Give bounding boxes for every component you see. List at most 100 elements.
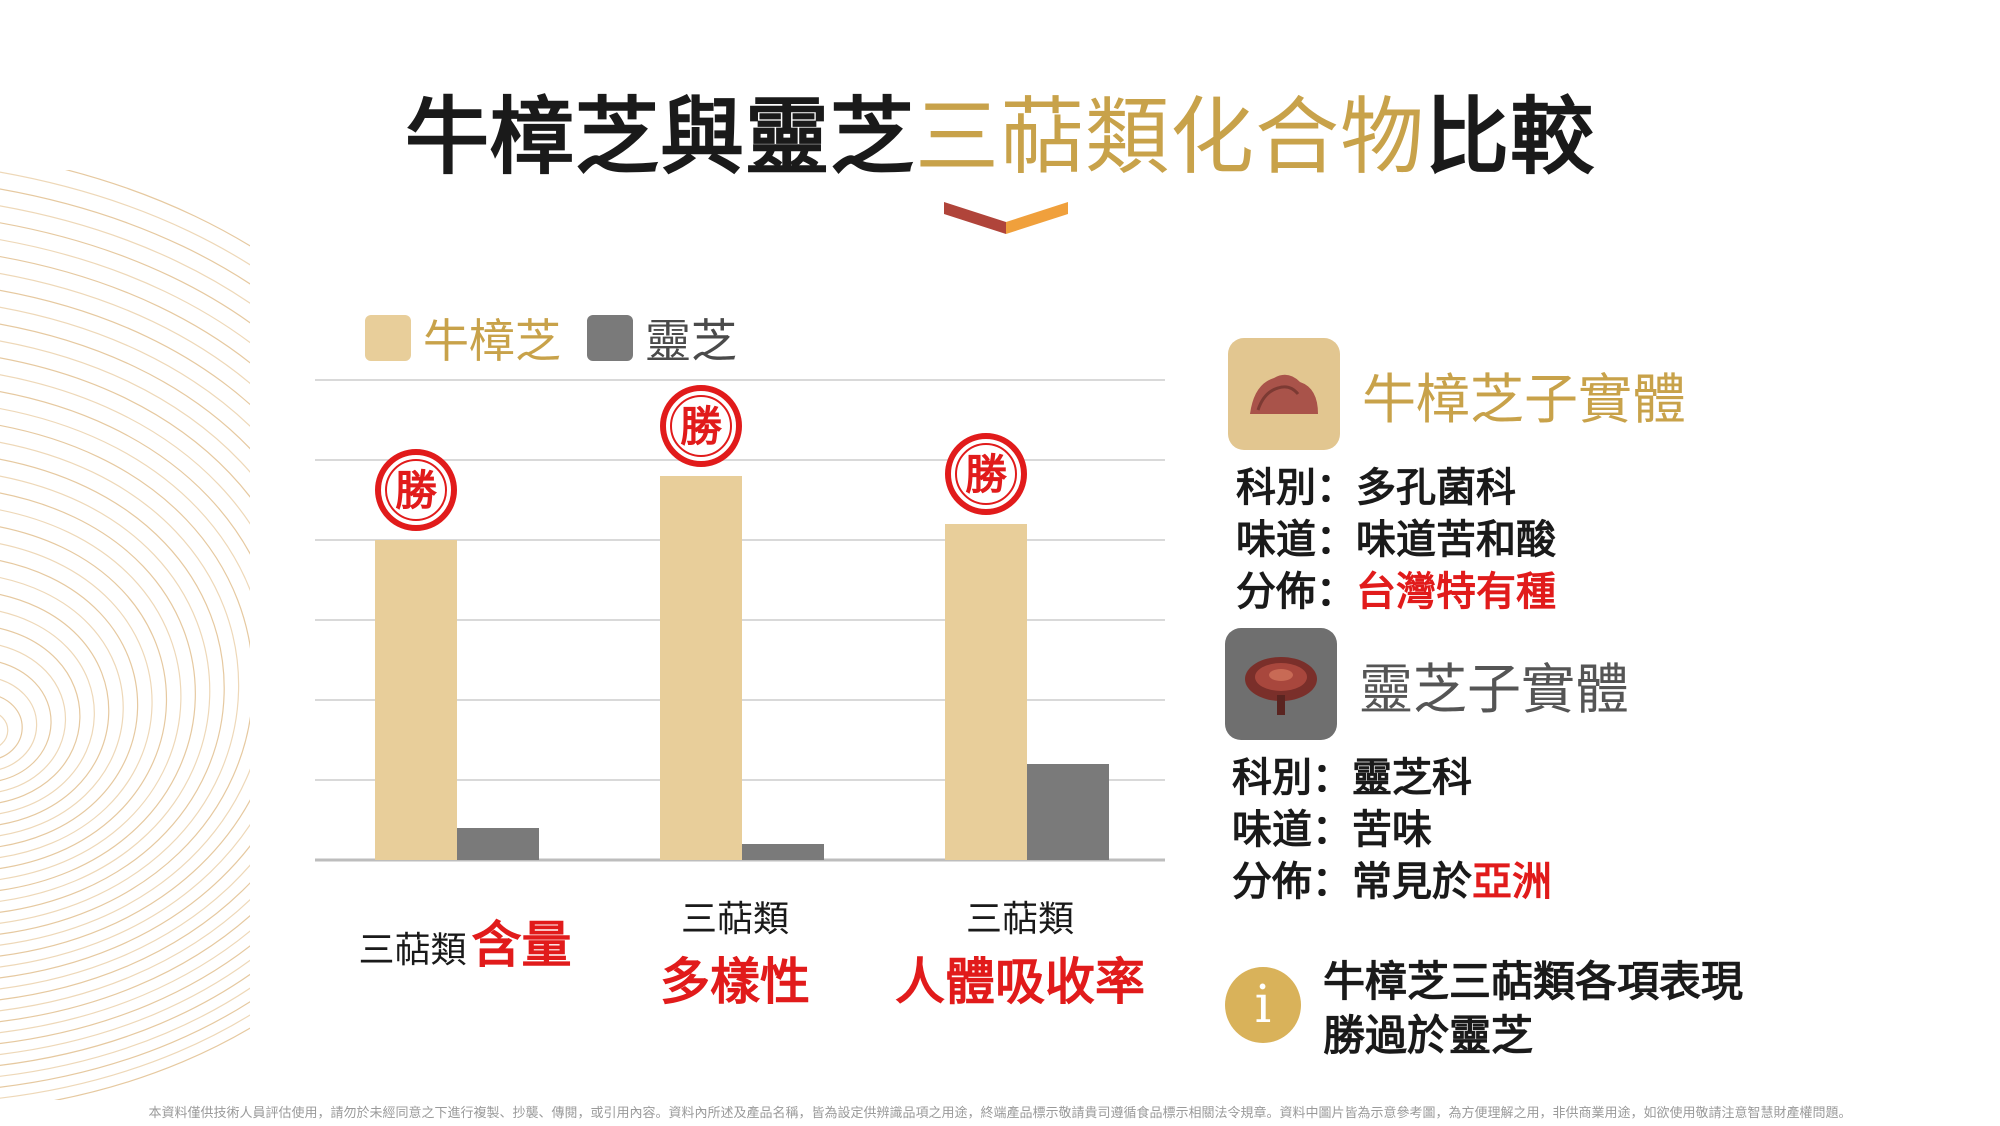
win-stamp-0: 勝 (375, 449, 457, 531)
info-value: 常見於 (1352, 859, 1472, 905)
info-sep: ： (1312, 755, 1352, 801)
info-line-taste: 味道：苦味 (1232, 804, 1552, 856)
wave-line (0, 441, 240, 924)
wave-line (0, 543, 153, 859)
info-line-family: 科別：多孔菌科 (1236, 462, 1556, 514)
info-line-distribution: 分佈：台灣特有種 (1236, 566, 1556, 618)
title-part1: 牛樟芝與靈芝 (404, 88, 915, 186)
win-stamp-1: 勝 (660, 385, 742, 467)
note-text: 牛樟芝三萜類各項表現 勝過於靈芝 (1323, 955, 1743, 1063)
wave-line (0, 239, 250, 1055)
win-stamp-2: 勝 (945, 433, 1027, 515)
wave-line (0, 222, 250, 1066)
wave-line (0, 526, 168, 870)
conclusion-note: i 牛樟芝三萜類各項表現 勝過於靈芝 (1225, 955, 1743, 1063)
win-stamp-label: 勝 (395, 466, 438, 515)
wave-line (0, 391, 250, 957)
wave-line (0, 475, 211, 902)
reishi-mushroom-icon (1225, 628, 1337, 740)
species-info-reishi: 科別：靈芝科 味道：苦味 分佈：常見於亞洲 (1232, 752, 1552, 908)
category-big: 人體吸收率 (895, 953, 1145, 1011)
info-line-taste: 味道：味道苦和酸 (1236, 514, 1556, 566)
info-highlight: 台灣特有種 (1356, 569, 1556, 615)
wave-line (0, 340, 250, 990)
chart-legend: 牛樟芝 靈芝 (365, 308, 763, 368)
wave-line (0, 256, 250, 1045)
info-sep: ： (1312, 807, 1352, 853)
wave-line (0, 627, 81, 804)
wave-line (0, 306, 250, 1012)
wave-line (0, 272, 250, 1034)
wave-line (0, 424, 250, 935)
wave-line (0, 644, 66, 793)
note-line1: 牛樟芝三萜類各項表現 (1323, 957, 1744, 1006)
species-name: 靈芝子實體 (1359, 657, 1629, 721)
category-label-absorption: 三萜類 人體吸收率 (870, 890, 1170, 1014)
info-value: 苦味 (1352, 807, 1432, 853)
bar-reishi-1 (742, 844, 824, 860)
wave-line (0, 374, 250, 968)
info-highlight: 亞洲 (1472, 859, 1552, 905)
wave-line (0, 357, 250, 979)
info-value: 多孔菌科 (1356, 465, 1516, 511)
info-label: 味道 (1236, 517, 1316, 563)
info-line-family: 科別：靈芝科 (1232, 752, 1552, 804)
wave-line (0, 593, 110, 826)
wave-line (0, 577, 124, 837)
decorative-wave-lines (0, 170, 250, 1100)
footer-disclaimer: 本資料僅供技術人員評估使用，請勿於未經同意之下進行複製、抄襲、傳閱，或引用內容。… (148, 1106, 1852, 1121)
legend-label-antrodia: 牛樟芝 (423, 314, 561, 368)
wave-line (0, 560, 139, 848)
wave-line (0, 289, 250, 1023)
category-label-diversity: 三萜類 多樣性 (600, 890, 870, 1014)
wave-line (0, 696, 23, 759)
wave-line (0, 679, 38, 770)
wave-line (0, 492, 196, 891)
category-label-content: 三萜類 含量 (330, 905, 600, 977)
species-name: 牛樟芝子實體 (1362, 367, 1686, 431)
bar-antrodia-2 (945, 524, 1027, 860)
info-sep: ： (1316, 569, 1356, 615)
species-info-antrodia: 科別：多孔菌科 味道：味道苦和酸 分佈：台灣特有種 (1236, 462, 1556, 618)
wave-line (0, 205, 250, 1077)
bar-reishi-0 (457, 828, 539, 860)
legend-label-reishi: 靈芝 (645, 314, 737, 368)
antrodia-mushroom-icon (1228, 338, 1340, 450)
wave-line (0, 408, 250, 946)
title-part2: 三萜類化合物 (914, 88, 1425, 186)
win-stamp-label: 勝 (680, 402, 723, 451)
info-line-distribution: 分佈：常見於亞洲 (1232, 856, 1552, 908)
category-small: 三萜類 (965, 899, 1074, 940)
note-line2: 勝過於靈芝 (1323, 1011, 1534, 1060)
bar-reishi-2 (1027, 764, 1109, 860)
info-sep: ： (1316, 465, 1356, 511)
wave-line (0, 188, 250, 1088)
info-label: 分佈 (1236, 569, 1316, 615)
info-label: 科別 (1232, 755, 1312, 801)
wave-line (0, 661, 52, 781)
species-header-reishi: 靈芝子實體 (1225, 628, 1629, 740)
category-small: 三萜類 (680, 899, 789, 940)
info-icon: i (1225, 967, 1301, 1043)
title-part3: 比較 (1425, 88, 1596, 186)
info-sep: ： (1316, 517, 1356, 563)
page-title: 牛樟芝與靈芝三萜類化合物比較 (0, 70, 2000, 191)
legend-swatch-reishi (587, 315, 633, 361)
legend-swatch-antrodia (365, 315, 411, 361)
wave-line (0, 714, 9, 746)
bar-antrodia-0 (375, 540, 457, 860)
bar-antrodia-1 (660, 476, 742, 860)
wave-line (0, 323, 250, 1001)
info-sep: ： (1312, 859, 1352, 905)
category-big: 多樣性 (660, 953, 810, 1011)
chevron-down-icon (944, 202, 1068, 234)
info-label: 分佈 (1232, 859, 1312, 905)
win-stamp-label: 勝 (965, 450, 1008, 499)
wave-line (0, 610, 95, 815)
wave-line (0, 509, 182, 880)
species-header-antrodia: 牛樟芝子實體 (1228, 338, 1686, 450)
bar-chart: 勝勝勝 (315, 379, 1165, 862)
category-big: 含量 (471, 916, 572, 974)
wave-line (0, 171, 250, 1099)
info-value: 靈芝科 (1352, 755, 1472, 801)
